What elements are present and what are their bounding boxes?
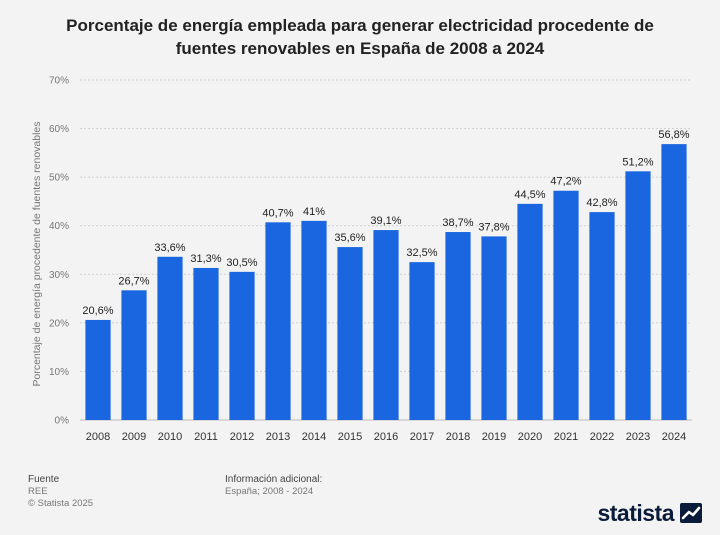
bar-2014[interactable] [301,220,327,420]
data-label: 33,6% [154,242,185,254]
y-tick-label: 10% [49,367,69,378]
source-heading: Fuente [28,474,60,485]
y-tick-label: 30% [49,270,69,281]
y-tick-label: 0% [55,416,70,427]
x-tick-label: 2016 [374,431,398,443]
bar-2012[interactable] [229,271,255,420]
data-label: 56,8% [658,129,689,141]
chart-title: Porcentaje de energía empleada para gene… [66,16,654,58]
data-label: 42,8% [586,197,617,209]
additional-info-block: Información adicional: España; 2008 - 20… [225,474,322,498]
data-label: 40,7% [262,207,293,219]
x-tick-label: 2010 [158,431,182,443]
bar-2023[interactable] [625,171,651,420]
x-tick-label: 2020 [518,431,542,443]
bar-2011[interactable] [193,267,219,420]
data-label: 20,6% [82,305,113,317]
y-tick-label: 60% [49,124,69,135]
x-tick-label: 2014 [302,431,326,443]
bar-2024[interactable] [661,144,687,420]
additional-info-text: España; 2008 - 2024 [225,486,314,497]
x-tick-label: 2021 [554,431,578,443]
bar-2022[interactable] [589,212,615,420]
x-tick-label: 2022 [590,431,614,443]
y-tick-label: 50% [49,173,69,184]
y-tick-label: 40% [49,221,69,232]
data-label: 30,5% [226,257,257,269]
data-label: 38,7% [442,217,473,229]
data-label: 47,2% [550,176,581,188]
bar-2015[interactable] [337,247,363,420]
y-axis-title: Porcentaje de energía procedente de fuen… [31,121,43,386]
data-label: 51,2% [622,156,653,168]
statista-logo[interactable]: statista [597,500,702,526]
data-label: 31,3% [190,253,221,265]
brand-name: statista [597,499,674,526]
data-label: 41% [303,206,325,218]
x-tick-label: 2012 [230,431,254,443]
data-label: 26,7% [118,275,149,287]
x-tick-label: 2013 [266,431,290,443]
bar-2010[interactable] [157,256,183,420]
x-tick-label: 2019 [482,431,506,443]
data-label: 37,8% [478,221,509,233]
x-tick-label: 2018 [446,431,470,443]
x-tick-label: 2015 [338,431,362,443]
statista-logo-icon [680,503,702,523]
bar-2016[interactable] [373,230,399,420]
source-block: Fuente REE © Statista 2025 [28,474,93,510]
bar-2018[interactable] [445,232,471,420]
bar-2017[interactable] [409,262,435,420]
x-tick-label: 2024 [662,431,686,443]
x-tick-label: 2008 [86,431,110,443]
x-tick-label: 2011 [194,431,218,443]
additional-info-heading: Información adicional: [225,474,323,485]
copyright: © Statista 2025 [28,498,94,509]
data-label: 35,6% [334,232,365,244]
y-tick-label: 20% [49,318,69,329]
source-name[interactable]: REE [28,486,48,497]
bar-2008[interactable] [85,319,111,420]
bar-chart: 20,6% 26,7% 33,6% 31,3% 30,5% 40,7% 41% 35,6% 39… [31,76,692,443]
bar-2013[interactable] [265,222,291,420]
bar-2021[interactable] [553,190,579,420]
data-label: 39,1% [370,215,401,227]
data-label: 32,5% [406,247,437,259]
x-tick-label: 2009 [122,431,146,443]
x-tick-label: 2023 [626,431,650,443]
data-label: 44,5% [514,189,545,201]
y-tick-label: 70% [49,76,69,87]
bar-2019[interactable] [481,236,507,420]
bar-2020[interactable] [517,203,543,420]
x-tick-label: 2017 [410,431,434,443]
bar-2009[interactable] [121,290,147,420]
